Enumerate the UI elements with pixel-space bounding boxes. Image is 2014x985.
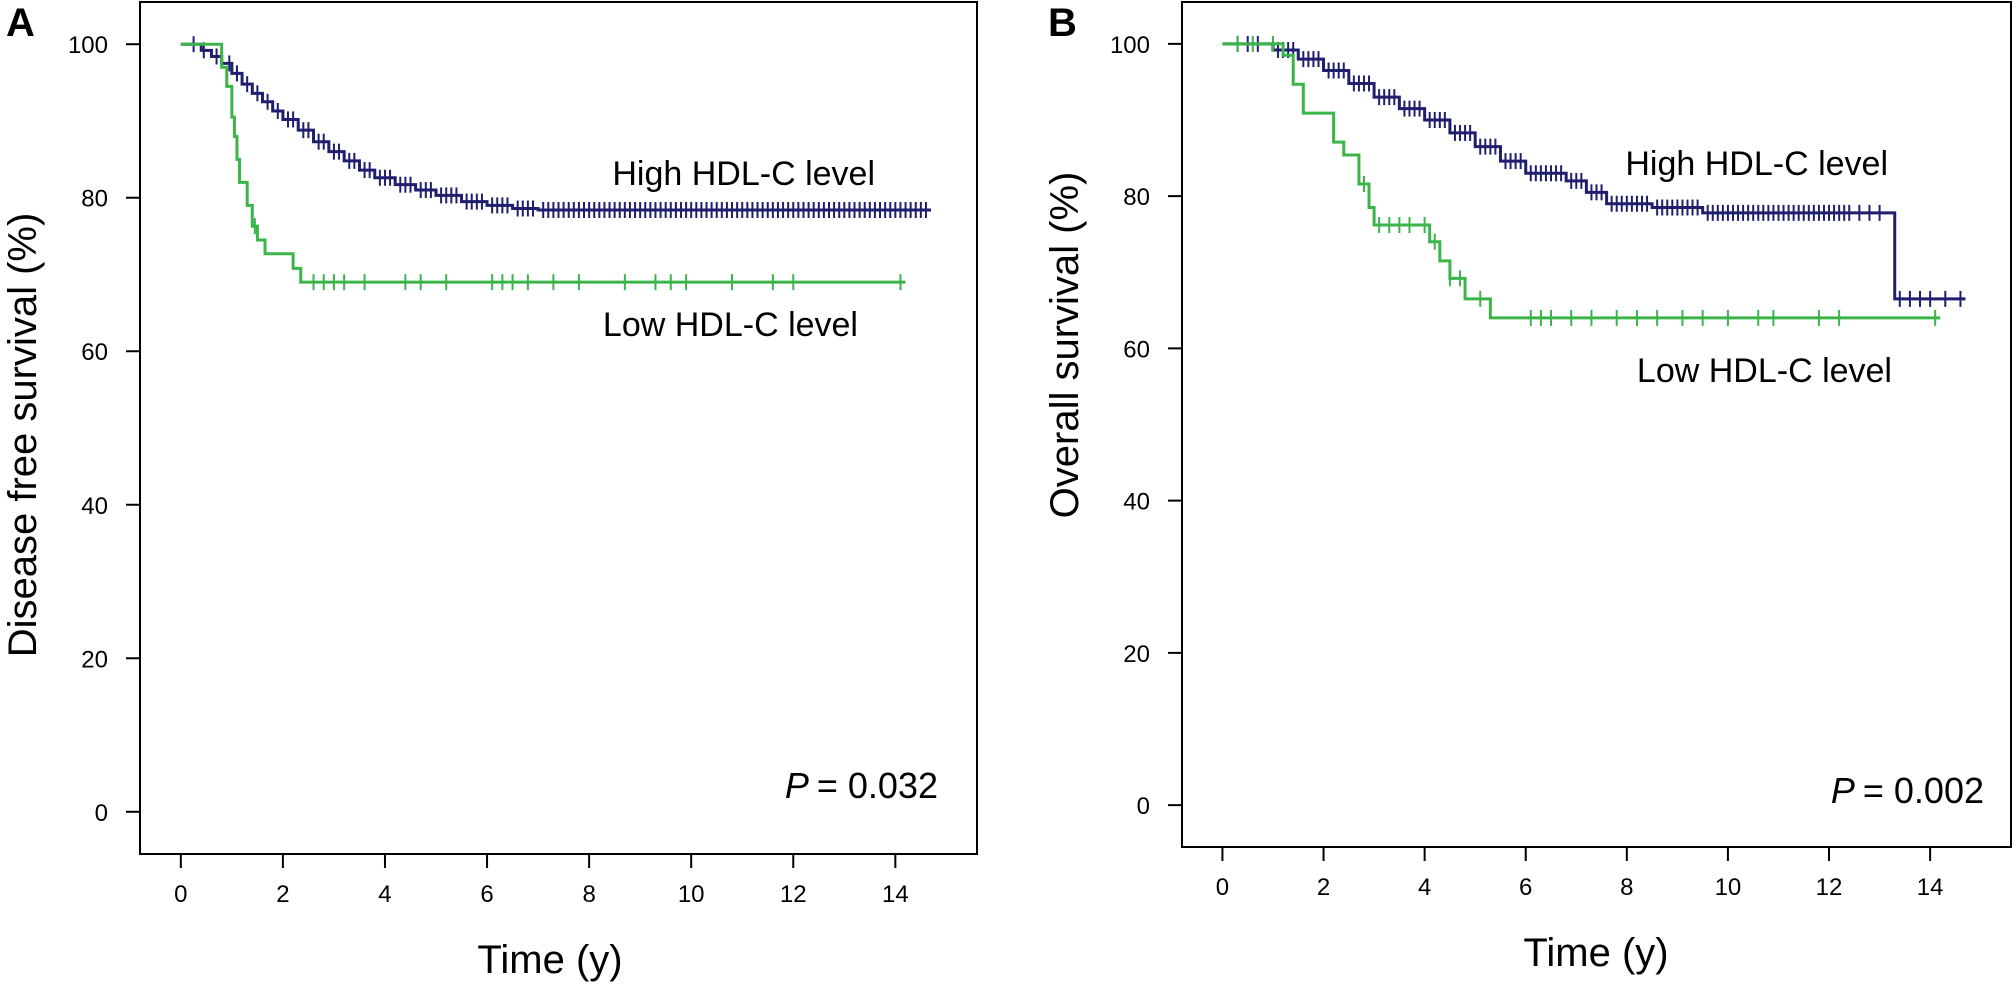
panel-b-x-axis-title: Time (y) [1523, 931, 1668, 975]
panel-a-y-tick-label: 20 [81, 646, 108, 673]
panel-a-y-tick-label: 0 [95, 800, 108, 827]
panel-b-p-value: P = 0.002 [1831, 770, 1984, 811]
panel-a-p-value: P = 0.032 [785, 765, 938, 806]
panel-b-y-tick-label: 80 [1123, 184, 1150, 211]
panel-a-y-tick-label: 80 [81, 186, 108, 213]
panel-b-x-tick-label: 14 [1917, 874, 1944, 901]
panel-a-x-tick-label: 0 [174, 881, 187, 908]
panel-a-x-tick-label: 6 [480, 881, 493, 908]
panel-b-y-tick-label: 0 [1137, 793, 1150, 820]
panel-a-p-symbol: P [785, 765, 809, 806]
panel-b-p-number: = 0.002 [1863, 770, 1984, 811]
panel-a-letter: A [6, 1, 35, 45]
panel-b-plot-frame [1181, 1, 2012, 848]
panel-a-y-tick-label: 60 [81, 339, 108, 366]
panel-a-y-tick-label: 40 [81, 493, 108, 520]
panel-a-p-number: = 0.032 [817, 765, 938, 806]
panel-a-x-tick-label: 2 [276, 881, 289, 908]
panel-a-plot-frame [139, 1, 978, 855]
panel-a-x-tick-label: 4 [378, 881, 391, 908]
panel-a-low-label: Low HDL-C level [603, 306, 858, 344]
panel-b-p-symbol: P [1831, 770, 1855, 811]
panel-b-x-tick-label: 6 [1519, 874, 1532, 901]
panel-b-y-tick-label: 40 [1123, 489, 1150, 516]
panel-b-letter: B [1048, 1, 1077, 45]
panel-b-y-tick-label: 100 [1110, 32, 1150, 59]
panel-b-low-label: Low HDL-C level [1637, 352, 1892, 390]
panel-b-x-tick-label: 0 [1216, 874, 1229, 901]
panel-a-x-tick-label: 10 [678, 881, 705, 908]
panel-a-y-tick-label: 100 [68, 32, 108, 59]
panel-a-series [180, 36, 932, 291]
panel-b-x-tick-label: 4 [1418, 874, 1431, 901]
panel-a-x-tick-label: 14 [882, 881, 909, 908]
panel-a-x-tick-label: 12 [780, 881, 807, 908]
panel-a-y-axis-title: Disease free survival (%) [1, 213, 45, 658]
panel-b-high-hdl-curve [1222, 42, 1966, 301]
panel-b-y-tick-label: 60 [1123, 336, 1150, 363]
panel-b-y-tick-label: 20 [1123, 641, 1150, 668]
panel-a-low-hdl-curve [180, 42, 906, 284]
panel-a-high-label: High HDL-C level [612, 155, 875, 193]
panel-b-axes: 0 2 4 6 8 10 12 14 0 20 40 60 80 100 [1110, 32, 1944, 901]
panel-a-x-tick-label: 8 [582, 881, 595, 908]
panel-b-x-tick-label: 8 [1620, 874, 1633, 901]
panel-b-low-hdl-curve [1222, 42, 1941, 320]
panel-a-high-hdl-curve [180, 42, 932, 212]
panel-a-axes: 0 2 4 6 8 10 12 14 0 20 40 60 80 100 [68, 32, 909, 908]
panel-b-x-tick-label: 10 [1715, 874, 1742, 901]
panel-b-x-tick-label: 12 [1816, 874, 1843, 901]
panel-b: B 0 2 4 6 8 10 12 14 0 20 40 60 80 100 Time (y) Overa… [1043, 1, 2012, 975]
panel-a-x-axis-title: Time (y) [477, 938, 622, 982]
panel-b-high-label: High HDL-C level [1625, 145, 1888, 183]
panel-b-y-axis-title: Overall survival (%) [1043, 172, 1087, 519]
panel-b-x-tick-label: 2 [1317, 874, 1330, 901]
panel-b-series [1222, 35, 1966, 326]
panel-a: A 0 2 4 6 8 10 12 14 0 20 40 60 80 100 Time (y) Disea… [1, 1, 978, 982]
